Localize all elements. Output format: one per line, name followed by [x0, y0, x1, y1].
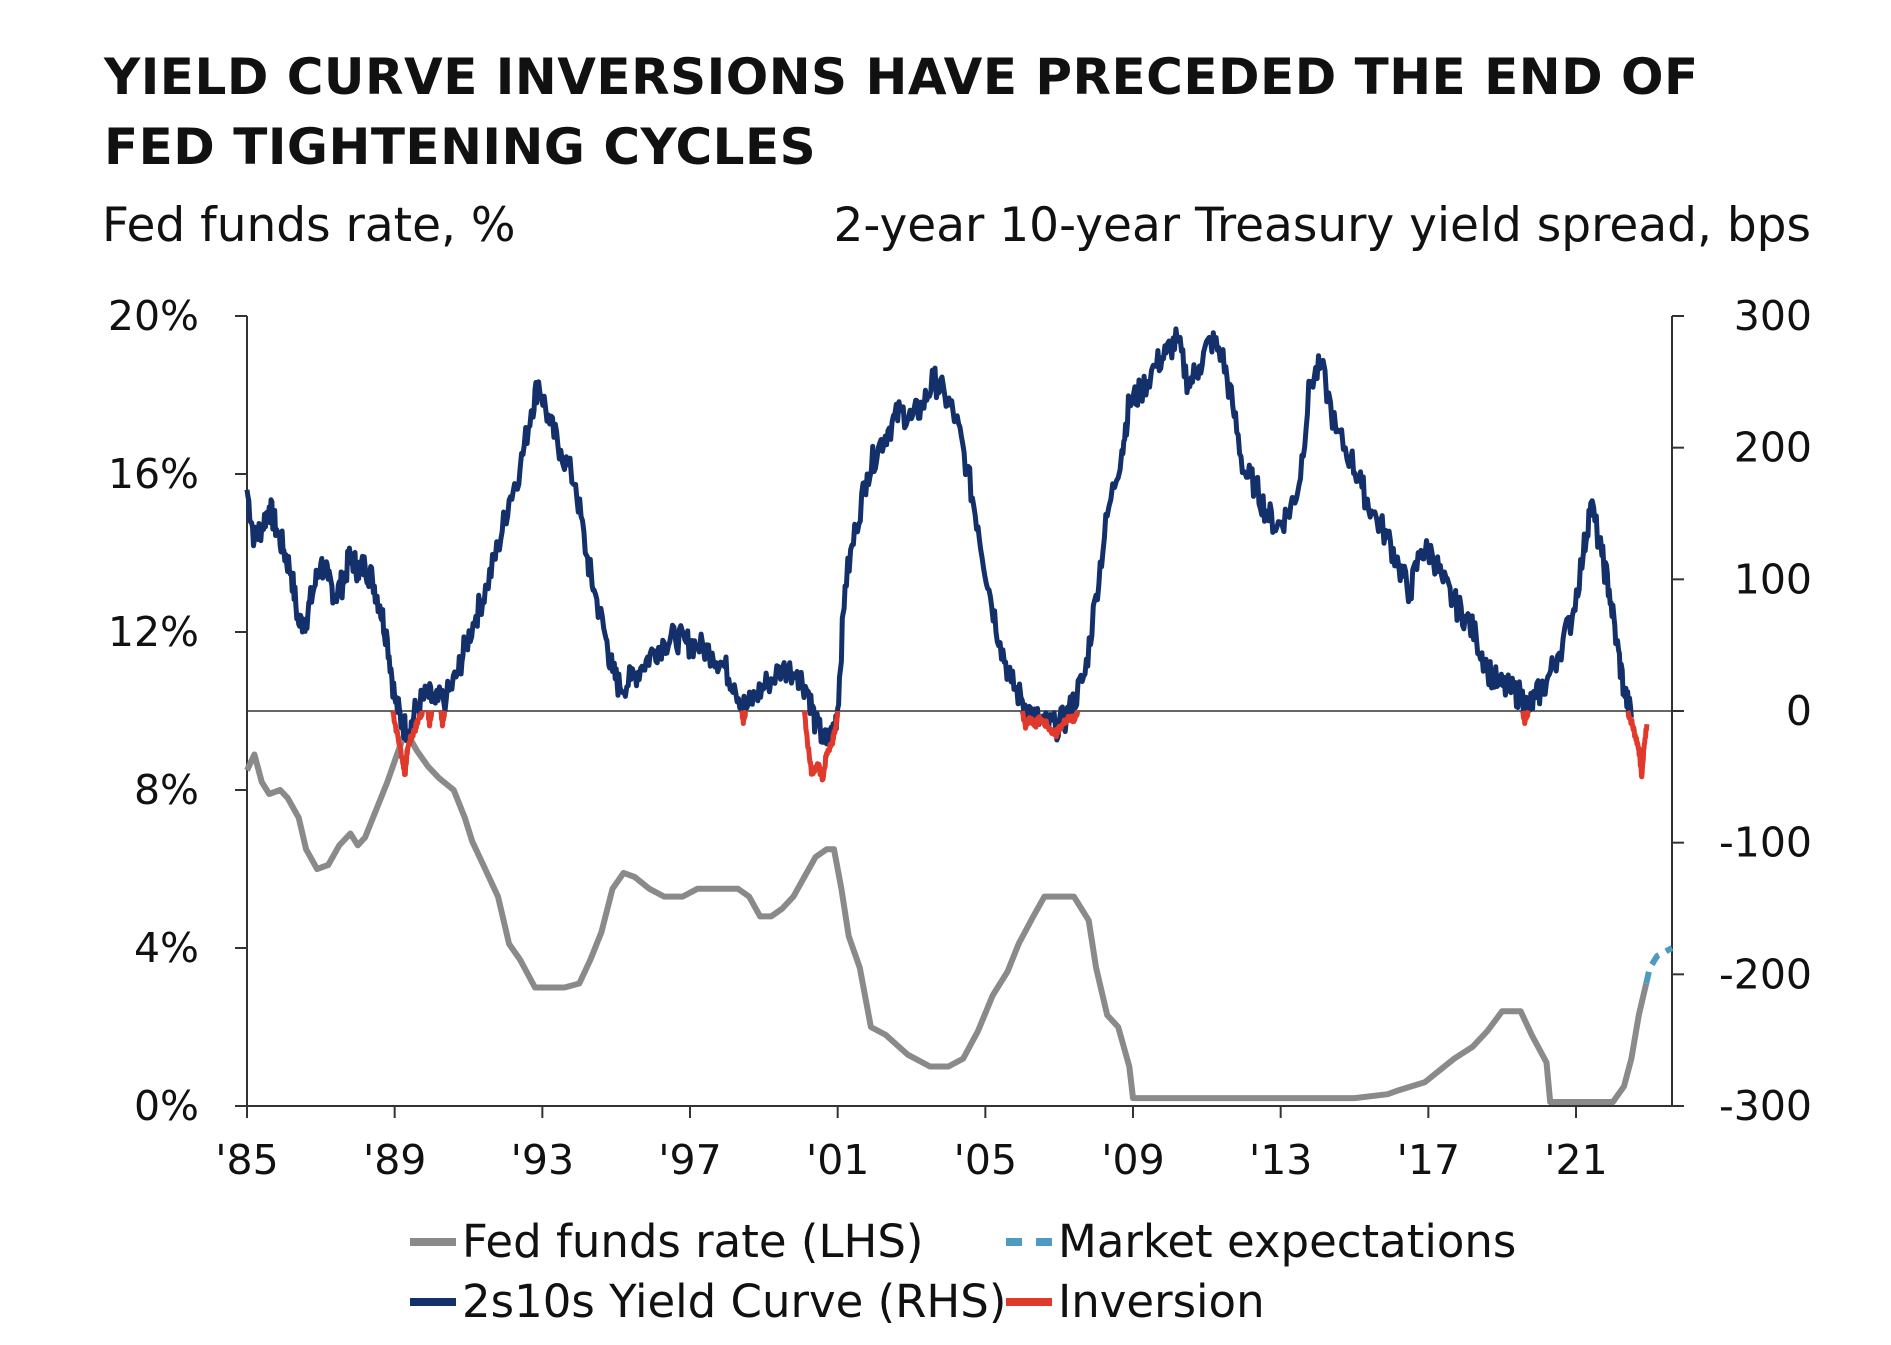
series-2s10s-yield-curve-rhs: [244, 326, 1634, 747]
x-tick-label: '21: [1544, 1136, 1607, 1184]
legend-swatch-yield-curve: [410, 1297, 456, 1306]
right-tick-label: 200: [1734, 424, 1812, 472]
series-inversion-segment-3: [739, 709, 748, 726]
series-inversion-segment-6: [1520, 709, 1531, 726]
legend-label-yield-curve: 2s10s Yield Curve (RHS): [462, 1275, 1007, 1328]
series-inversion-segment-4: [801, 710, 841, 783]
legend-swatch-inversion: [1006, 1297, 1052, 1306]
legend: Fed funds rate (LHS) Market expectations…: [410, 1215, 1610, 1345]
series-inversion-segment-7: [1625, 709, 1650, 780]
legend-swatch-market-expectations: [1006, 1237, 1052, 1246]
left-tick-label: 20%: [108, 292, 199, 340]
legend-label-inversion: Inversion: [1058, 1275, 1265, 1328]
legend-label-market-expectations: Market expectations: [1058, 1215, 1517, 1268]
right-tick-label: -200: [1719, 950, 1812, 998]
x-tick-label: '97: [658, 1136, 721, 1184]
left-tick-label: 16%: [108, 450, 199, 498]
legend-item-market-expectations: Market expectations: [1006, 1215, 1516, 1268]
right-tick-label: -300: [1719, 1082, 1812, 1130]
left-tick-label: 12%: [108, 608, 199, 656]
legend-item-yield-curve: 2s10s Yield Curve (RHS): [410, 1275, 1006, 1328]
legend-item-inversion: Inversion: [1006, 1275, 1265, 1328]
series-inversion-segment-0: [390, 710, 425, 778]
axes: 0% 4% 8% 12% 16% 20% -300 -200 -100 0 100 200 300 '85…: [108, 292, 1812, 1184]
x-tick-label: '17: [1397, 1136, 1460, 1184]
right-tick-label: 100: [1734, 555, 1812, 603]
chart-title: YIELD CURVE INVERSIONS HAVE PRECEDED THE…: [104, 48, 1699, 176]
right-tick-label: -100: [1719, 819, 1812, 867]
series-fed-funds-rate-lhs: [244, 727, 1650, 1105]
right-tick-label: 0: [1786, 687, 1812, 735]
legend-swatch-fed-funds: [410, 1237, 456, 1246]
x-tick-label: '09: [1101, 1136, 1164, 1184]
right-tick-label: 300: [1734, 292, 1812, 340]
legend-label-fed-funds: Fed funds rate (LHS): [462, 1215, 924, 1268]
series-inversion-segment-5: [1019, 710, 1081, 740]
x-tick-label: '05: [954, 1136, 1017, 1184]
series-market-expectations: [1643, 945, 1674, 985]
left-tick-label: 8%: [134, 766, 199, 814]
x-tick-label: '89: [363, 1136, 426, 1184]
series-layer: [244, 326, 1674, 1105]
left-tick-label: 0%: [134, 1082, 199, 1130]
series-inversion-segment-1: [425, 710, 435, 729]
left-tick-label: 4%: [134, 924, 199, 972]
right-axis-title: 2-year 10-year Treasury yield spread, bp…: [833, 198, 1811, 253]
x-tick-label: '93: [511, 1136, 574, 1184]
x-tick-label: '13: [1249, 1136, 1312, 1184]
left-axis-title: Fed funds rate, %: [102, 198, 516, 253]
legend-item-fed-funds: Fed funds rate (LHS): [410, 1215, 923, 1268]
series-inversion-segment-2: [438, 710, 447, 729]
x-tick-label: '85: [215, 1136, 278, 1184]
x-tick-label: '01: [806, 1136, 869, 1184]
